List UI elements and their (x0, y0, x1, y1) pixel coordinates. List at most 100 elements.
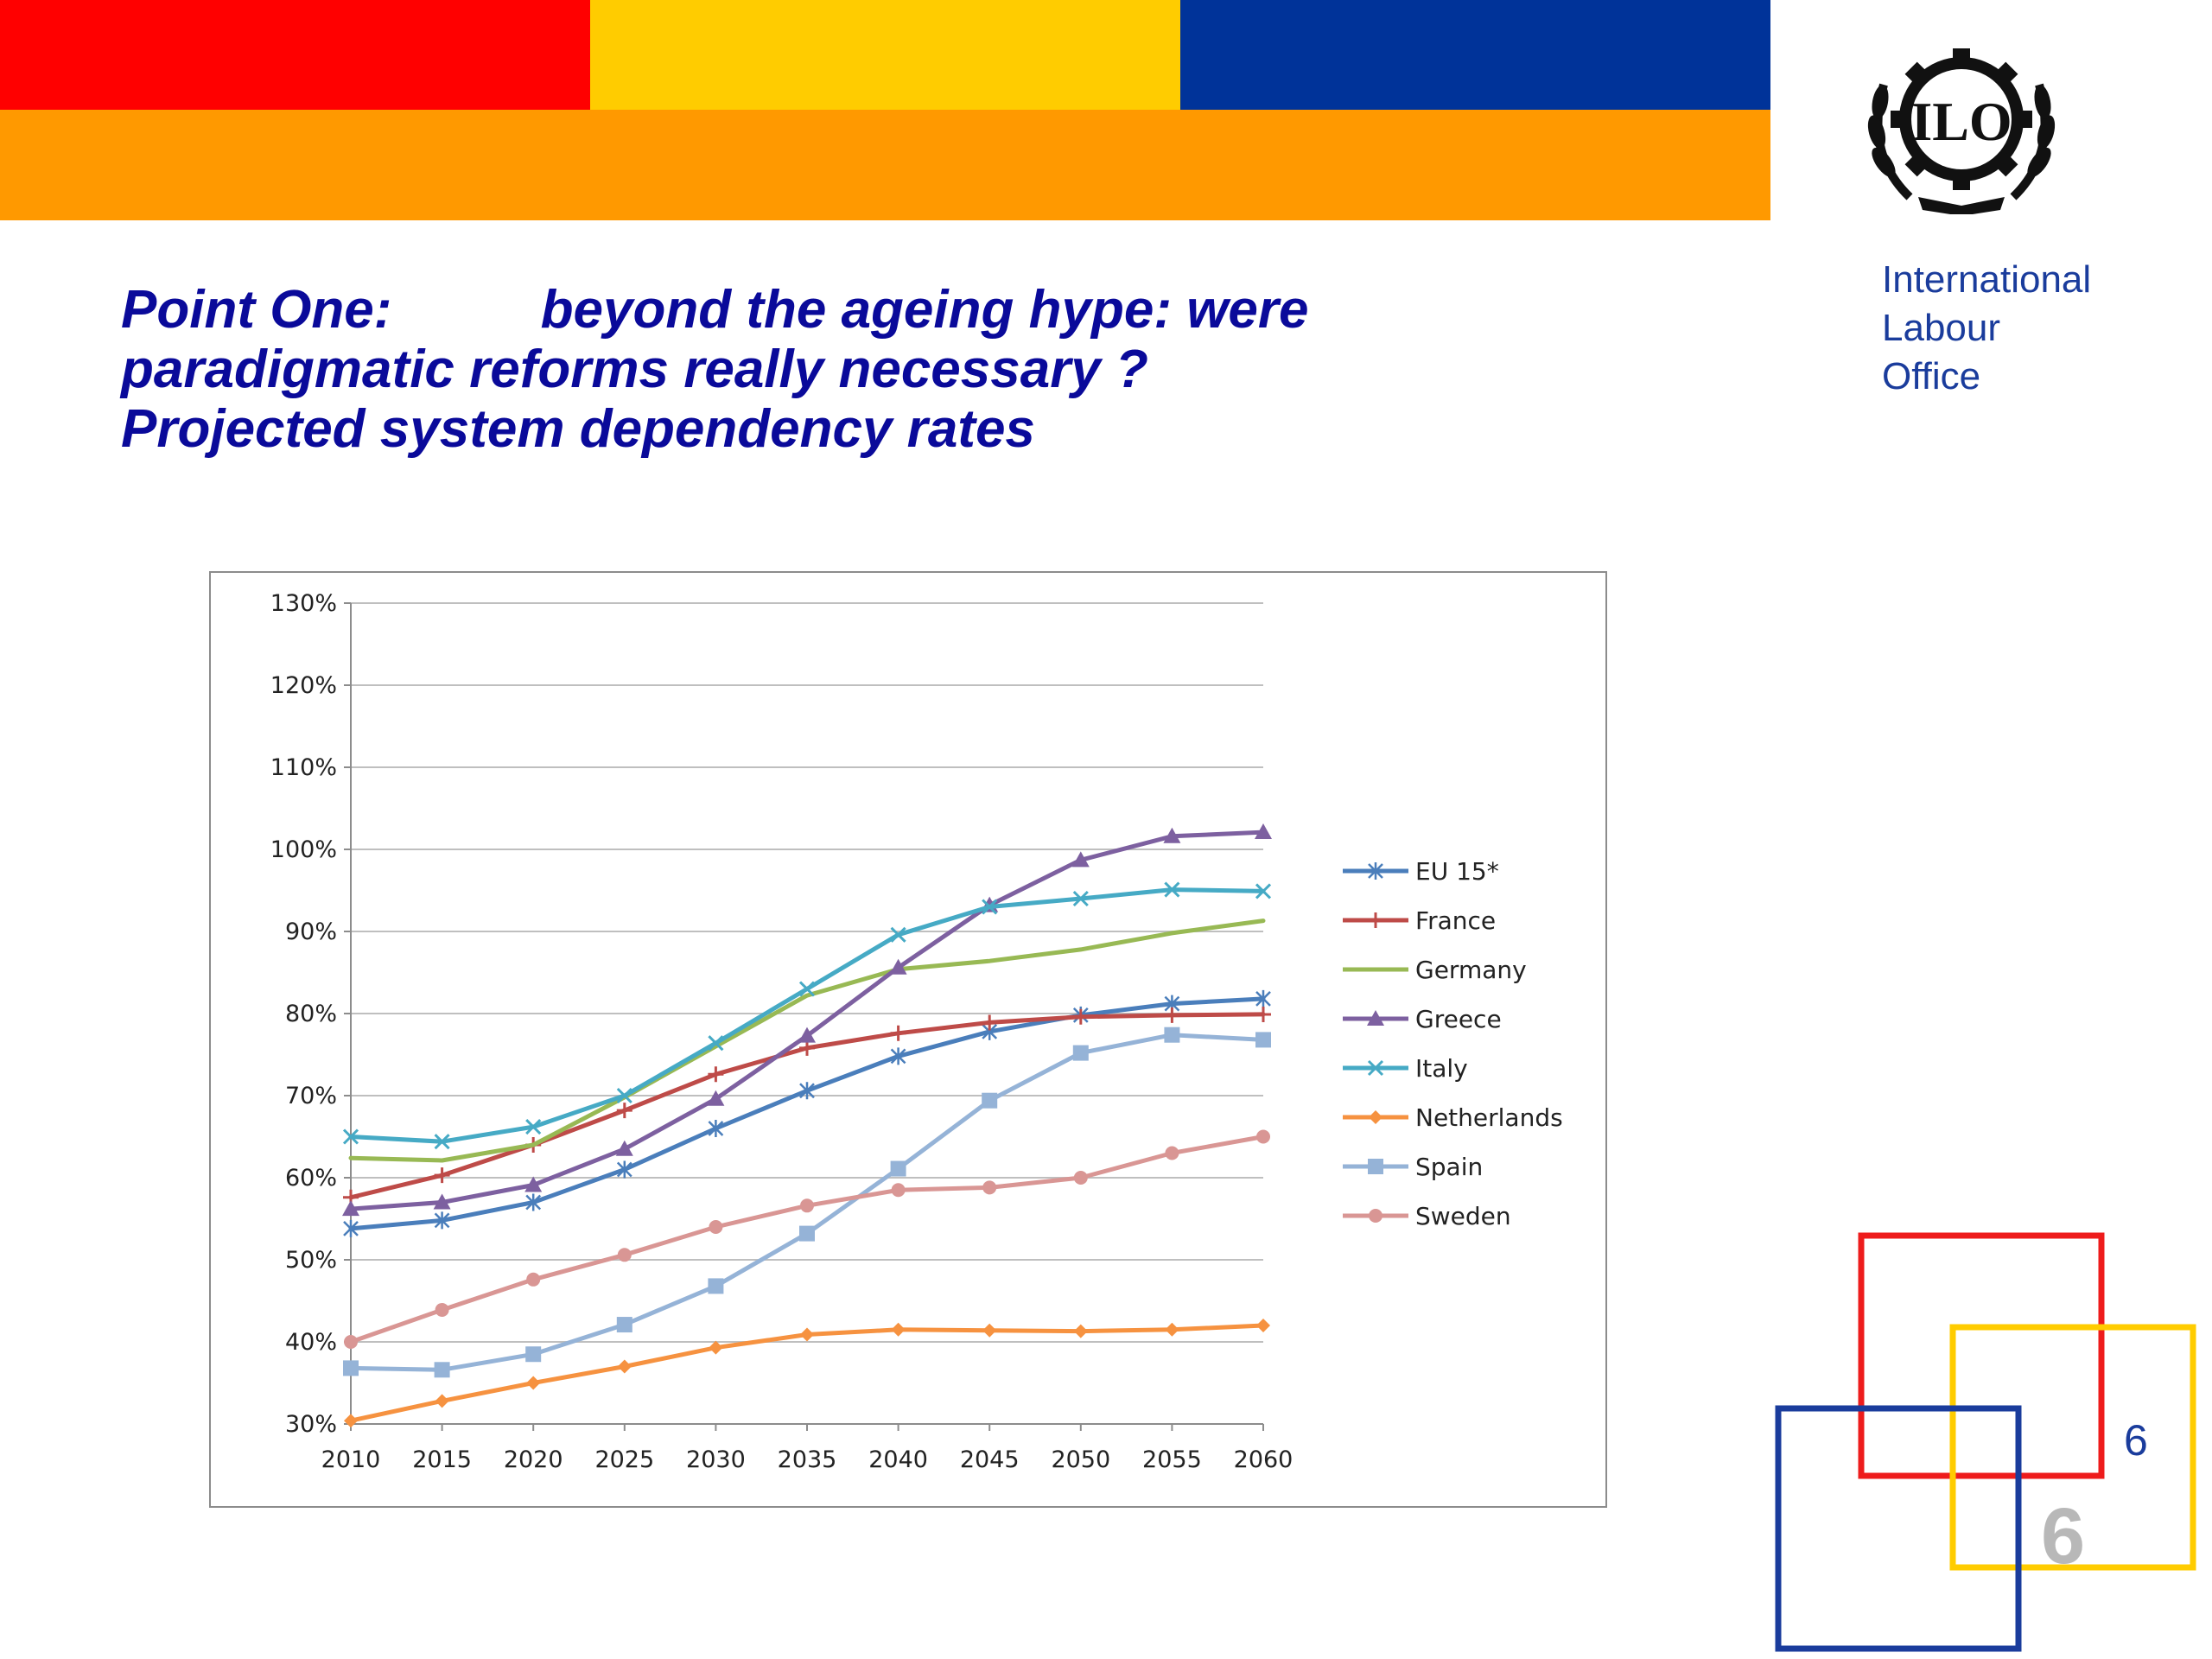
data-point-italy (1072, 890, 1089, 907)
data-point-italy (434, 1134, 450, 1150)
y-tick-label: 120% (270, 672, 337, 699)
legend-marker-spain (1368, 1159, 1383, 1174)
x-tick-label: 2020 (504, 1446, 563, 1473)
deco-square-blue (1775, 1405, 2022, 1652)
slide-title-line-3: Projected system dependency rates (121, 399, 1035, 459)
data-point-sweden (526, 1272, 541, 1287)
data-point-netherlands (800, 1327, 814, 1342)
data-point-sweden (709, 1220, 723, 1234)
data-point-france (708, 1066, 724, 1083)
legend-label-germany: Germany (1415, 956, 1527, 984)
data-point-france (434, 1167, 450, 1184)
legend-marker-sweden (1369, 1209, 1382, 1223)
data-point-eu-15 (525, 1193, 542, 1211)
chart-frame: 30% 40% 50% 60% 70% 80% 90% 100% 110% 120% 130% 201… (209, 571, 1607, 1508)
data-point-italy (616, 1087, 632, 1104)
data-point-netherlands (982, 1323, 997, 1338)
data-point-sweden (435, 1302, 449, 1317)
data-point-spain (525, 1346, 542, 1363)
data-point-france (890, 1025, 906, 1041)
data-point-spain (799, 1225, 815, 1242)
logo-lettering: ILO (1910, 91, 2012, 152)
data-point-italy (798, 981, 816, 997)
x-tick-label: 2025 (594, 1446, 654, 1473)
header-band-yellow (590, 0, 1180, 110)
data-point-france (1164, 1007, 1180, 1023)
data-point-italy (342, 1128, 359, 1145)
data-point-france (1255, 1006, 1271, 1022)
y-tick-label: 70% (285, 1083, 337, 1109)
slide-title-line-2: paradigmatic reforms really necessary ? (121, 340, 1148, 399)
legend-marker-france (1368, 912, 1383, 928)
data-point-sweden (617, 1248, 632, 1262)
data-point-france (1072, 1008, 1089, 1025)
legend-marker-eu-15 (1368, 862, 1383, 880)
y-tick-label: 90% (285, 918, 337, 945)
legend-marker-netherlands (1369, 1110, 1382, 1124)
x-tick-label: 2055 (1142, 1446, 1202, 1473)
x-tick-label: 2015 (412, 1446, 472, 1473)
y-tick-label: 60% (285, 1165, 337, 1192)
data-point-spain (1164, 1027, 1180, 1043)
data-point-netherlands (526, 1376, 541, 1390)
legend-label-italy: Italy (1415, 1054, 1468, 1083)
data-point-spain (616, 1317, 632, 1333)
x-tick-label: 2040 (868, 1446, 928, 1473)
data-point-spain (708, 1278, 724, 1294)
data-point-netherlands (435, 1394, 449, 1408)
legend-label-greece: Greece (1415, 1005, 1502, 1033)
data-point-eu-15 (1255, 989, 1271, 1007)
data-point-eu-15 (434, 1211, 450, 1230)
data-point-greece (1071, 851, 1090, 868)
y-tick-label: 30% (285, 1411, 337, 1438)
slide-title: Point One: beyond the ageing hype: were … (121, 280, 1763, 459)
data-point-italy (1255, 883, 1272, 899)
y-tick-label: 40% (285, 1329, 337, 1356)
data-point-italy (525, 1119, 542, 1135)
x-tick-label: 2035 (778, 1446, 837, 1473)
data-point-italy (982, 899, 998, 915)
data-point-greece (342, 1200, 359, 1217)
data-point-greece (615, 1140, 633, 1156)
data-point-eu-15 (708, 1120, 724, 1137)
data-point-eu-15 (799, 1082, 815, 1100)
data-point-spain (982, 1092, 998, 1109)
data-point-spain (890, 1160, 906, 1177)
data-point-italy (1164, 881, 1180, 898)
data-point-greece (1163, 827, 1181, 843)
data-point-spain (343, 1360, 359, 1376)
data-point-italy (890, 926, 906, 943)
y-tick-label: 50% (285, 1247, 337, 1274)
y-tick-label: 110% (270, 754, 337, 781)
legend-label-spain: Spain (1415, 1153, 1483, 1181)
org-name-line-1: International (1882, 258, 2092, 301)
data-point-greece (1255, 823, 1272, 840)
org-name-line-3: Office (1882, 355, 1981, 397)
data-point-netherlands (617, 1359, 632, 1374)
x-tick-label: 2030 (686, 1446, 746, 1473)
data-point-sweden (344, 1335, 358, 1349)
header-band-red (0, 0, 590, 110)
decorative-squares (1775, 1232, 2196, 1652)
data-point-spain (1255, 1032, 1271, 1048)
y-tick-label: 100% (270, 836, 337, 863)
data-point-france (982, 1014, 998, 1031)
legend-label-sweden: Sweden (1415, 1202, 1511, 1230)
data-point-france (799, 1039, 815, 1056)
data-point-netherlands (1073, 1324, 1088, 1338)
dependency-rates-chart: 30% 40% 50% 60% 70% 80% 90% 100% 110% 120% 130% 201… (270, 590, 1563, 1473)
data-point-eu-15 (890, 1047, 906, 1065)
data-point-sweden (982, 1180, 997, 1195)
x-tick-label: 2060 (1234, 1446, 1294, 1473)
data-point-sweden (1073, 1171, 1088, 1185)
data-point-netherlands (1256, 1319, 1270, 1332)
deco-square-yellow (1949, 1324, 2196, 1571)
legend-marker-italy (1367, 1059, 1384, 1077)
header-band-orange (0, 110, 1770, 220)
y-tick-label: 80% (285, 1001, 337, 1027)
data-point-netherlands (344, 1414, 358, 1428)
deco-square-red (1858, 1232, 2105, 1479)
data-point-eu-15 (343, 1219, 359, 1237)
data-point-france (616, 1103, 632, 1119)
data-point-italy (708, 1035, 724, 1052)
